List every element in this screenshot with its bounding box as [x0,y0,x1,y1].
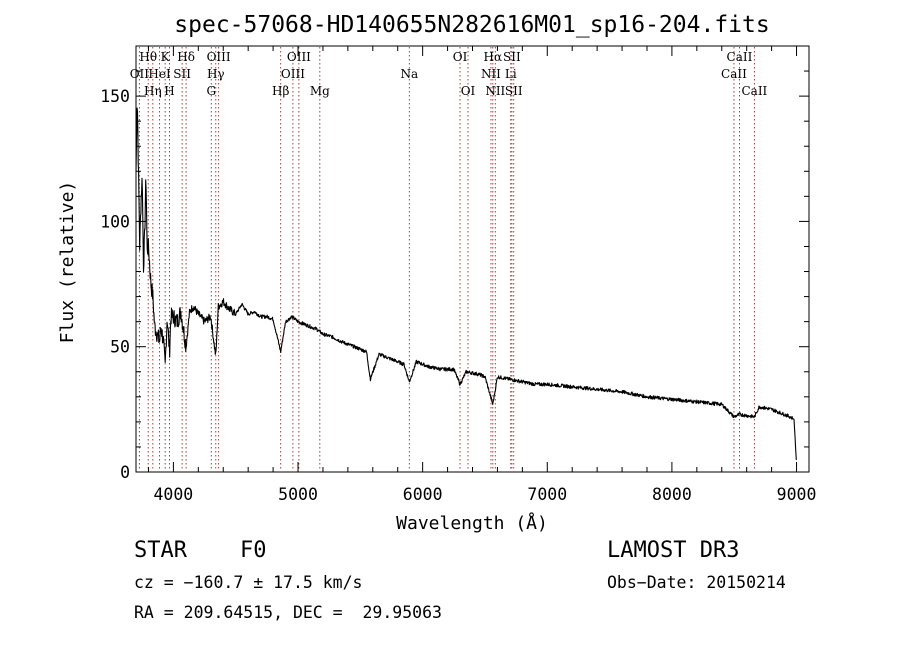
x-tick-label: 5000 [278,485,318,504]
line-marker-label-5: H [164,84,174,98]
line-marker-label-12: OIII [287,50,311,64]
y-tick-label: 150 [100,87,130,106]
x-axis-label: Wavelength (Å) [396,512,548,534]
line-marker-label-10: G [206,84,216,98]
line-marker-label-25: CaII [721,67,747,81]
line-marker-label-16: OI [453,50,468,64]
line-marker-label-4: HeI [148,67,171,81]
observation-date: Obs−Date: 20150214 [607,573,786,592]
object-class: STAR [134,538,187,563]
line-marker-label-8: OIII [207,50,231,64]
line-marker-label-2: Hη [144,84,162,98]
line-marker-label-19: NII [481,67,501,81]
line-marker-label-14: Mg [310,84,330,98]
line-marker-label-1: OII [130,67,150,81]
chart-title: spec-57068-HD140655N282616M01_sp16-204.f… [174,12,769,38]
line-marker-label-17: OI [461,84,476,98]
line-marker-label-24: CaII [727,50,753,64]
x-tick-label: 4000 [154,485,194,504]
line-marker-label-0: Hθ [139,50,157,64]
object-subclass: F0 [240,538,267,563]
line-markers [138,47,755,471]
survey-name: LAMOST DR3 [607,538,740,563]
velocity-readout: cz = −160.7 ± 17.5 km/s [134,573,363,592]
x-tick-label: 6000 [403,485,443,504]
line-marker-label-15: Na [400,67,418,81]
line-marker-label-7: SII [173,67,191,81]
y-tick-label: 100 [100,212,130,231]
y-axis-label: Flux (relative) [57,181,78,344]
line-marker-labels: Hθ OII Hη K HeI H Hδ SII OIII Hγ G Hβ OIII OIII Mg Na OI… [130,50,768,98]
plot-frame [135,45,810,473]
line-marker-label-9: Hγ [207,67,225,81]
axis-ticks [136,46,809,473]
x-tick-label: 7000 [527,485,567,504]
y-tick-label: 0 [120,463,130,482]
coordinates-readout: RA = 209.64515, DEC = 29.95063 [134,603,442,622]
line-marker-label-13: OIII [281,67,305,81]
x-tick-label: 9000 [777,485,817,504]
x-tick-label: 8000 [652,485,692,504]
line-marker-label-23: SII [505,84,523,98]
line-marker-label-22: Li [505,67,517,81]
line-marker-label-11: Hβ [272,84,289,98]
line-marker-label-26: CaII [741,84,767,98]
line-marker-label-3: K [161,50,171,64]
spectrum-series-line [135,107,797,461]
line-marker-label-21: SII [503,50,521,64]
line-marker-label-20: NII [485,84,505,98]
tick-labels: 4000 5000 6000 7000 8000 9000 0 50 100 150 [100,87,816,504]
y-tick-label: 50 [110,338,130,357]
line-marker-label-6: Hδ [177,50,195,64]
line-marker-label-18: Hα [484,50,503,64]
